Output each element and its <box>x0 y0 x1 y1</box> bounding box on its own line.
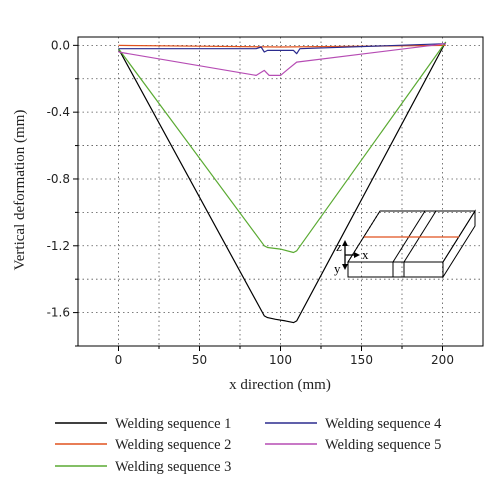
y-tick-label: -0.4 <box>47 105 70 119</box>
specimen-inset-diagram: z x y <box>334 209 476 279</box>
y-tick-label: -1.6 <box>47 306 70 320</box>
y-tick-label: -1.2 <box>47 239 70 253</box>
series-lines <box>117 41 447 324</box>
series-line-3 <box>118 41 447 254</box>
grid <box>78 37 483 347</box>
y-tick-label: 0.0 <box>51 38 70 52</box>
axis-ticks: 0 50 100 150 200 0.0 -0.4 -0.8 -1.2 -1.6 <box>47 38 454 367</box>
x-tick-label: 200 <box>431 353 454 367</box>
x-tick-label: 100 <box>269 353 292 367</box>
inset-y-label: y <box>334 261 341 276</box>
legend-label-3: Welding sequence 3 <box>115 459 231 475</box>
x-tick-label: 150 <box>350 353 373 367</box>
legend-label-2: Welding sequence 2 <box>115 437 231 453</box>
legend: Welding sequence 1 Welding sequence 2 Weld… <box>55 416 442 475</box>
series-line-1 <box>117 41 447 324</box>
legend-label-1: Welding sequence 1 <box>115 416 231 432</box>
series-line-4 <box>118 43 446 55</box>
series-line-5 <box>118 43 446 77</box>
legend-label-4: Welding sequence 4 <box>325 416 442 432</box>
y-axis-title: Vertical deformation (mm) <box>12 110 28 271</box>
inset-x-label: x <box>362 247 369 262</box>
x-axis-title: x direction (mm) <box>229 377 331 393</box>
legend-label-5: Welding sequence 5 <box>325 437 441 453</box>
y-tick-label: -0.8 <box>47 172 70 186</box>
x-tick-label: 50 <box>192 353 207 367</box>
x-tick-label: 0 <box>115 353 123 367</box>
inset-z-label: z <box>336 239 342 254</box>
